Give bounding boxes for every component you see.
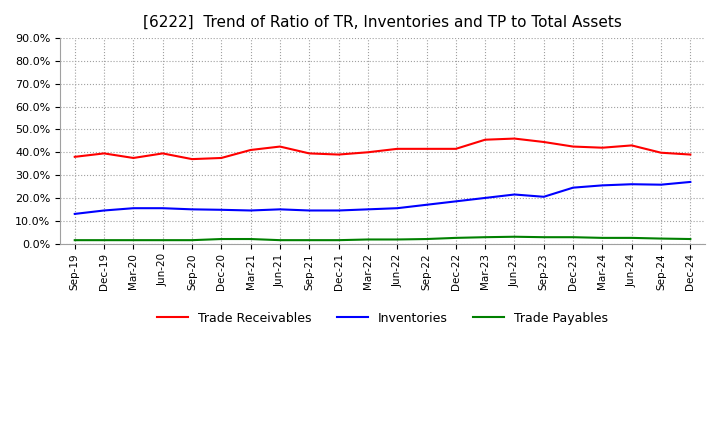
Inventories <box>657 182 665 187</box>
Trade Receivables <box>657 150 665 155</box>
Trade Receivables <box>481 137 490 143</box>
Trade Receivables <box>686 152 695 157</box>
Inventories <box>276 207 284 212</box>
Trade Payables <box>598 235 607 241</box>
Trade Receivables <box>100 151 109 156</box>
Inventories <box>510 192 519 197</box>
Inventories <box>451 199 460 204</box>
Trade Receivables <box>393 146 402 151</box>
Line: Inventories: Inventories <box>75 182 690 214</box>
Trade Payables <box>276 238 284 243</box>
Trade Receivables <box>334 152 343 157</box>
Inventories <box>393 205 402 211</box>
Trade Payables <box>657 236 665 241</box>
Trade Payables <box>510 234 519 239</box>
Inventories <box>100 208 109 213</box>
Inventories <box>627 182 636 187</box>
Trade Receivables <box>129 155 138 161</box>
Trade Receivables <box>598 145 607 150</box>
Inventories <box>598 183 607 188</box>
Trade Payables <box>129 238 138 243</box>
Trade Payables <box>422 236 431 242</box>
Trade Payables <box>158 238 167 243</box>
Line: Trade Payables: Trade Payables <box>75 237 690 240</box>
Trade Payables <box>481 235 490 240</box>
Title: [6222]  Trend of Ratio of TR, Inventories and TP to Total Assets: [6222] Trend of Ratio of TR, Inventories… <box>143 15 622 30</box>
Trade Receivables <box>422 146 431 151</box>
Inventories <box>569 185 577 190</box>
Trade Payables <box>305 238 314 243</box>
Trade Receivables <box>158 151 167 156</box>
Inventories <box>217 207 225 213</box>
Trade Receivables <box>305 151 314 156</box>
Inventories <box>246 208 255 213</box>
Trade Payables <box>686 236 695 242</box>
Inventories <box>481 195 490 201</box>
Inventories <box>305 208 314 213</box>
Trade Payables <box>451 235 460 241</box>
Inventories <box>158 205 167 211</box>
Trade Payables <box>334 238 343 243</box>
Trade Payables <box>246 236 255 242</box>
Trade Receivables <box>188 157 197 162</box>
Inventories <box>188 207 197 212</box>
Trade Payables <box>100 238 109 243</box>
Trade Payables <box>364 237 372 242</box>
Inventories <box>422 202 431 207</box>
Inventories <box>364 207 372 212</box>
Trade Receivables <box>569 144 577 149</box>
Inventories <box>539 194 548 199</box>
Legend: Trade Receivables, Inventories, Trade Payables: Trade Receivables, Inventories, Trade Pa… <box>152 307 613 330</box>
Trade Receivables <box>71 154 79 159</box>
Trade Receivables <box>217 155 225 161</box>
Trade Payables <box>627 235 636 241</box>
Trade Receivables <box>627 143 636 148</box>
Trade Receivables <box>364 150 372 155</box>
Trade Receivables <box>451 146 460 151</box>
Trade Payables <box>569 235 577 240</box>
Inventories <box>334 208 343 213</box>
Trade Payables <box>188 238 197 243</box>
Trade Payables <box>71 238 79 243</box>
Trade Payables <box>393 237 402 242</box>
Trade Receivables <box>246 147 255 153</box>
Trade Receivables <box>276 144 284 149</box>
Inventories <box>686 180 695 185</box>
Trade Receivables <box>539 139 548 145</box>
Inventories <box>71 211 79 216</box>
Trade Payables <box>217 236 225 242</box>
Inventories <box>129 205 138 211</box>
Line: Trade Receivables: Trade Receivables <box>75 139 690 159</box>
Trade Receivables <box>510 136 519 141</box>
Trade Payables <box>539 235 548 240</box>
